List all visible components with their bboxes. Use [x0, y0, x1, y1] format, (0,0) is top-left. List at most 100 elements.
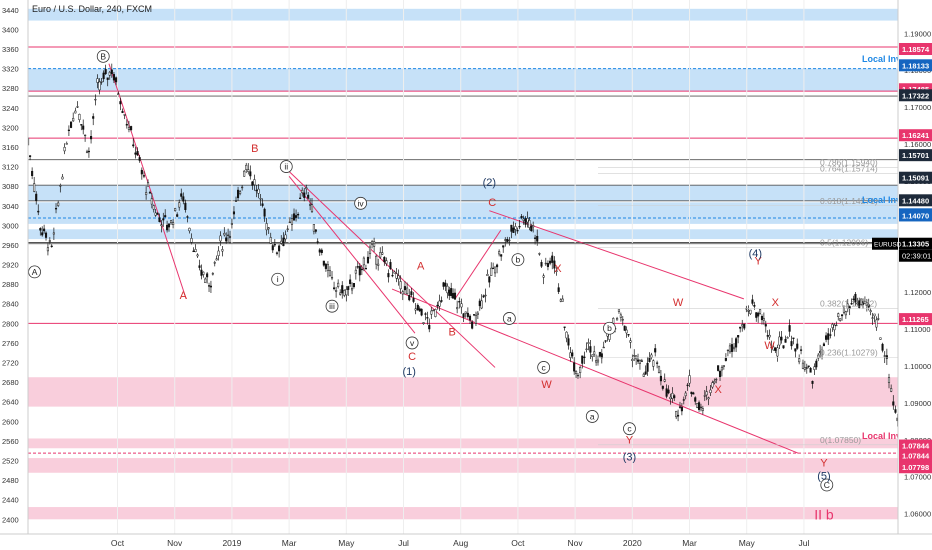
candle-body [865, 302, 868, 306]
candle-body [553, 260, 556, 269]
candle-body [585, 348, 588, 351]
candle-body [57, 202, 60, 206]
candle-body [379, 252, 382, 258]
candle-body [678, 406, 682, 408]
price-zone [28, 507, 898, 520]
candle-body [318, 249, 321, 253]
fib-level-label: 0.786(1.15940) [820, 158, 878, 168]
fib-level-label: 0.764(1.15714) [820, 163, 878, 173]
wave-label-red: C [408, 351, 416, 363]
right-axis-tick-label: 1.06000 [904, 510, 931, 519]
candle-body [92, 116, 95, 119]
candle-body [665, 388, 668, 397]
candle-body [741, 324, 744, 327]
wave-label-circled: B [100, 51, 106, 61]
candle-body [514, 226, 517, 230]
candle-body [542, 275, 545, 278]
candle-body [354, 269, 357, 274]
candle-body [219, 235, 222, 242]
candle-body [576, 374, 580, 377]
candle-body [563, 326, 566, 328]
candle-body [822, 343, 825, 347]
candle-body [807, 365, 810, 367]
candle-body [282, 237, 285, 247]
right-axis-tick-label: 1.07000 [904, 473, 931, 482]
candle-body [132, 144, 135, 147]
time-axis-tick-label: 2020 [623, 538, 642, 548]
candle-body [555, 270, 558, 272]
candle-body [178, 202, 181, 208]
candle-body [820, 349, 824, 356]
left-axis-tick-label: 3200 [2, 123, 19, 132]
candle-body [375, 255, 378, 265]
candle-body [255, 189, 258, 192]
wave-label-red: Y [626, 434, 634, 446]
candle-body [677, 414, 680, 417]
price-zone [28, 229, 898, 240]
candle-body [490, 267, 493, 276]
candle-body [894, 409, 897, 413]
candle-body [307, 194, 310, 199]
candle-body [324, 263, 327, 269]
candle-body [284, 234, 287, 240]
left-axis-tick-label: 2920 [2, 261, 19, 270]
candle-body [648, 357, 651, 362]
candle-body [720, 367, 723, 371]
left-axis-tick-label: 3280 [2, 84, 19, 93]
left-axis-tick-label: 3120 [2, 163, 19, 172]
wave-circle [820, 478, 834, 492]
candle-body [366, 256, 370, 264]
candle-body [442, 282, 445, 287]
candle-body [371, 241, 374, 245]
candle-body [190, 238, 193, 243]
candle-body [59, 185, 62, 187]
candle-body [241, 186, 244, 189]
candle-body [551, 255, 554, 263]
candle-body [869, 310, 872, 313]
wave-label-red: W [764, 340, 775, 352]
right-axis-tick-label: 1.10000 [904, 362, 931, 371]
candle-body [350, 287, 354, 291]
candle-body [253, 179, 256, 186]
wave-label-circled: c [627, 424, 632, 434]
candle-body [673, 395, 676, 399]
candle-body [335, 290, 338, 292]
countdown-label: 02:39:01 [902, 252, 931, 261]
candle-body [422, 322, 425, 324]
fib-level-label: 0.618(1.14271) [820, 196, 878, 206]
candle-body [223, 232, 226, 236]
candle-body [61, 176, 64, 180]
candle-body [290, 218, 294, 225]
candle-body [524, 218, 527, 225]
candle-body [493, 266, 497, 274]
candle-body [391, 274, 394, 277]
candle-body [659, 375, 662, 382]
candle-body [724, 357, 727, 361]
candle-body [488, 276, 491, 283]
candle-body [98, 81, 101, 91]
candle-body [305, 187, 308, 190]
wave-circle [354, 196, 368, 210]
countdown-tag [899, 249, 932, 262]
candle-body [778, 336, 781, 346]
candle-body [362, 257, 365, 266]
candle-body [192, 250, 195, 253]
candle-body [138, 157, 141, 161]
candle-body [310, 204, 314, 212]
candle-body [424, 313, 427, 315]
candle-body [80, 124, 83, 126]
candle-body [401, 291, 404, 295]
candle-body [587, 342, 590, 344]
left-axis-tick-label: 2480 [2, 476, 19, 485]
candle-body [123, 114, 126, 116]
candle-body [549, 260, 552, 264]
candle-body [312, 224, 315, 232]
candle-body [759, 309, 762, 314]
candle-body [352, 282, 355, 288]
candle-body [498, 251, 501, 255]
candle-body [474, 314, 478, 324]
price-tag [899, 89, 932, 102]
candle-body [751, 299, 754, 304]
candle-body [383, 256, 386, 263]
